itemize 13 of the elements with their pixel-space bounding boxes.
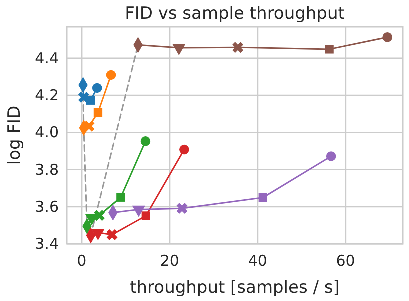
x-tick-label: 40: [248, 252, 268, 270]
y-axis-title: log FID: [5, 106, 25, 166]
x-tick-label: 60: [336, 252, 356, 270]
y-tick-label: 4.2: [35, 86, 59, 105]
x-tick-label: 20: [160, 252, 180, 270]
y-tick-label: 3.6: [35, 198, 59, 216]
y-tick-label: 4.4: [35, 50, 59, 68]
x-tick-label: 0: [77, 252, 87, 270]
y-tick-label: 3.4: [35, 235, 59, 253]
chart-title: FID vs sample throughput: [125, 4, 346, 24]
x-axis-title: throughput [samples / s]: [130, 278, 340, 298]
y-tick-label: 3.8: [35, 160, 59, 179]
y-tick-label: 4.0: [35, 124, 59, 142]
